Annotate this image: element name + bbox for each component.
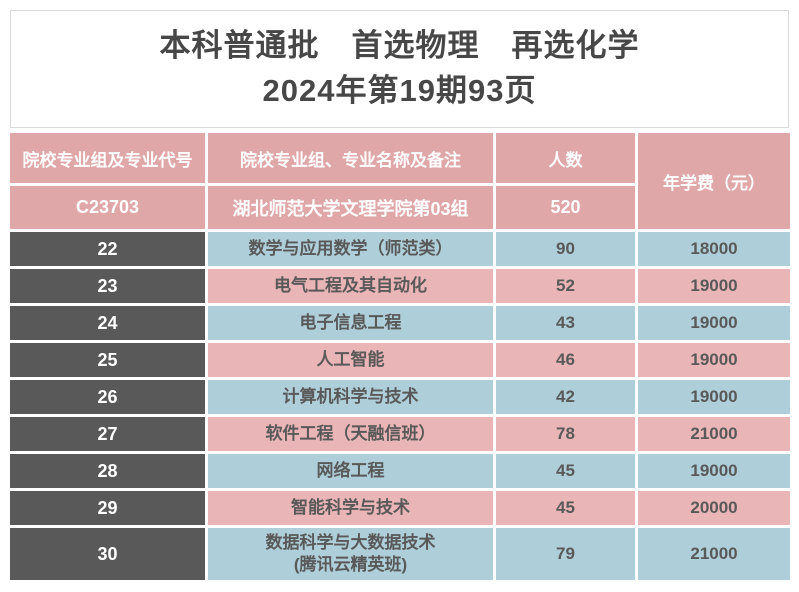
fee-cell: 19000 bbox=[638, 306, 790, 340]
fee-cell: 19000 bbox=[638, 269, 790, 303]
row-code-cell: 28 bbox=[10, 454, 205, 488]
count-cell: 45 bbox=[496, 491, 635, 525]
major-name-cell: 智能科学与技术 bbox=[208, 491, 493, 525]
count-cell: 52 bbox=[496, 269, 635, 303]
group-code-cell: C23703 bbox=[10, 186, 205, 229]
major-name-cell: 软件工程（天融信班） bbox=[208, 417, 493, 451]
header-col-count: 人数 bbox=[496, 133, 635, 183]
table-row: 29 智能科学与技术 45 20000 bbox=[10, 491, 790, 525]
admissions-table: 院校专业组及专业代号 院校专业组、专业名称及备注 人数 年学费（元） C2370… bbox=[7, 130, 793, 583]
row-code-cell: 26 bbox=[10, 380, 205, 414]
row-code-cell: 29 bbox=[10, 491, 205, 525]
count-cell: 78 bbox=[496, 417, 635, 451]
major-name-cell: 人工智能 bbox=[208, 343, 493, 377]
table-row: 26 计算机科学与技术 42 19000 bbox=[10, 380, 790, 414]
row-code-cell: 25 bbox=[10, 343, 205, 377]
title-box: 本科普通批 首选物理 再选化学 2024年第19期93页 bbox=[10, 10, 789, 128]
major-name-cell: 数据科学与大数据技术 (腾讯云精英班) bbox=[208, 528, 493, 580]
major-name-cell: 数学与应用数学（师范类） bbox=[208, 232, 493, 266]
page-title-line2: 2024年第19期93页 bbox=[262, 73, 537, 108]
group-name-cell: 湖北师范大学文理学院第03组 bbox=[208, 186, 493, 229]
fee-cell: 19000 bbox=[638, 380, 790, 414]
header-col-code: 院校专业组及专业代号 bbox=[10, 133, 205, 183]
major-name-cell: 计算机科学与技术 bbox=[208, 380, 493, 414]
table-row: 30 数据科学与大数据技术 (腾讯云精英班) 79 21000 bbox=[10, 528, 790, 580]
count-cell: 46 bbox=[496, 343, 635, 377]
fee-cell: 19000 bbox=[638, 343, 790, 377]
row-code-cell: 22 bbox=[10, 232, 205, 266]
fee-cell: 19000 bbox=[638, 454, 790, 488]
group-count-cell: 520 bbox=[496, 186, 635, 229]
header-col-name: 院校专业组、专业名称及备注 bbox=[208, 133, 493, 183]
table-row: 23 电气工程及其自动化 52 19000 bbox=[10, 269, 790, 303]
table-row: 22 数学与应用数学（师范类） 90 18000 bbox=[10, 232, 790, 266]
major-name-cell: 电子信息工程 bbox=[208, 306, 493, 340]
fee-cell: 21000 bbox=[638, 417, 790, 451]
count-cell: 45 bbox=[496, 454, 635, 488]
count-cell: 42 bbox=[496, 380, 635, 414]
row-code-cell: 23 bbox=[10, 269, 205, 303]
table-row: 25 人工智能 46 19000 bbox=[10, 343, 790, 377]
major-name-cell: 网络工程 bbox=[208, 454, 493, 488]
row-code-cell: 27 bbox=[10, 417, 205, 451]
table-header-row: 院校专业组及专业代号 院校专业组、专业名称及备注 人数 年学费（元） bbox=[10, 133, 790, 229]
fee-cell: 21000 bbox=[638, 528, 790, 580]
row-code-cell: 24 bbox=[10, 306, 205, 340]
table-row: 24 电子信息工程 43 19000 bbox=[10, 306, 790, 340]
count-cell: 90 bbox=[496, 232, 635, 266]
table-row: 27 软件工程（天融信班） 78 21000 bbox=[10, 417, 790, 451]
count-cell: 79 bbox=[496, 528, 635, 580]
page-title-line1: 本科普通批 首选物理 再选化学 bbox=[159, 28, 640, 64]
group-row: C23703 湖北师范大学文理学院第03组 520 bbox=[10, 186, 790, 229]
major-name-cell: 电气工程及其自动化 bbox=[208, 269, 493, 303]
fee-cell: 20000 bbox=[638, 491, 790, 525]
header-col-fee: 年学费（元） bbox=[638, 133, 790, 229]
fee-cell: 18000 bbox=[638, 232, 790, 266]
row-code-cell: 30 bbox=[10, 528, 205, 580]
table-row: 28 网络工程 45 19000 bbox=[10, 454, 790, 488]
count-cell: 43 bbox=[496, 306, 635, 340]
